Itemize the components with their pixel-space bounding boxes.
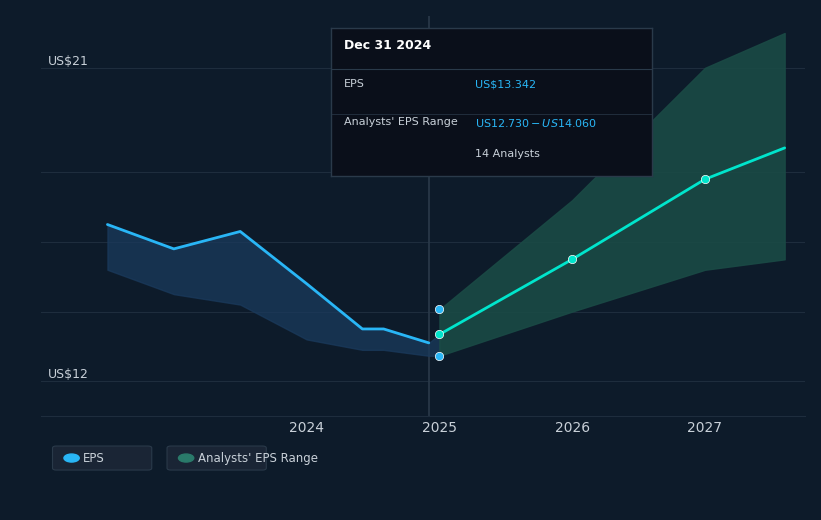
Text: US$12: US$12 xyxy=(48,368,89,381)
Text: EPS: EPS xyxy=(83,451,105,464)
Circle shape xyxy=(178,454,194,462)
Text: US$21: US$21 xyxy=(48,55,89,68)
Text: Analysts Forecasts: Analysts Forecasts xyxy=(435,82,552,95)
FancyBboxPatch shape xyxy=(53,446,152,470)
FancyBboxPatch shape xyxy=(167,446,266,470)
Text: Analysts' EPS Range: Analysts' EPS Range xyxy=(198,451,318,464)
Text: Actual: Actual xyxy=(383,82,422,95)
Circle shape xyxy=(64,454,80,462)
